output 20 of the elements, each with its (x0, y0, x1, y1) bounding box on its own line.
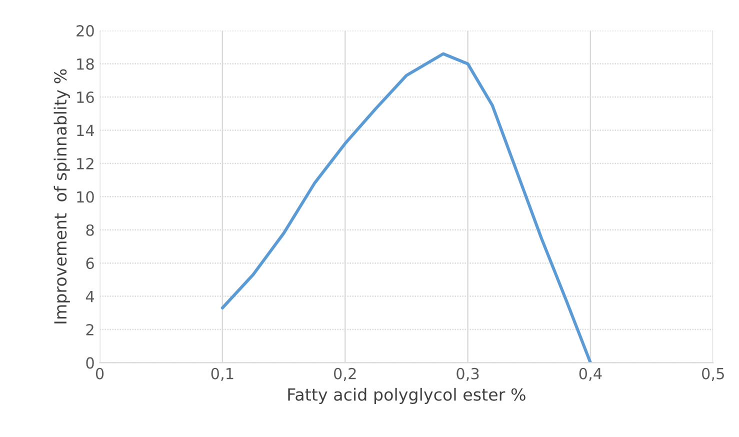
y-tick-label: 18 (77, 58, 94, 70)
y-tick-label: 20 (76, 25, 94, 37)
x-tick-label: 0,3 (456, 368, 479, 381)
x-tick-label: 0,4 (579, 368, 602, 381)
y-tick-label: 4 (86, 290, 94, 302)
x-axis-title: Fatty acid polyglycol ester % (288, 388, 526, 404)
line-series (220, 52, 592, 363)
y-tick-label: 6 (86, 258, 94, 270)
y-tick-label: 16 (77, 91, 94, 104)
x-tick-label: 0,2 (334, 368, 356, 381)
y-tick-label: 12 (77, 158, 94, 170)
y-tick-label: 8 (86, 224, 94, 236)
x-tick-label: 0,5 (702, 368, 724, 381)
y-tick-label: 2 (86, 324, 94, 336)
y-tick-label: 0 (86, 357, 94, 369)
y-tick-label: 14 (77, 124, 94, 136)
y-tick-label: 10 (77, 191, 94, 203)
x-tick-label: 0,1 (211, 368, 234, 381)
x-tick-label: 0 (96, 368, 104, 380)
y-axis-title: Improvement of spinnablity % (54, 69, 70, 324)
